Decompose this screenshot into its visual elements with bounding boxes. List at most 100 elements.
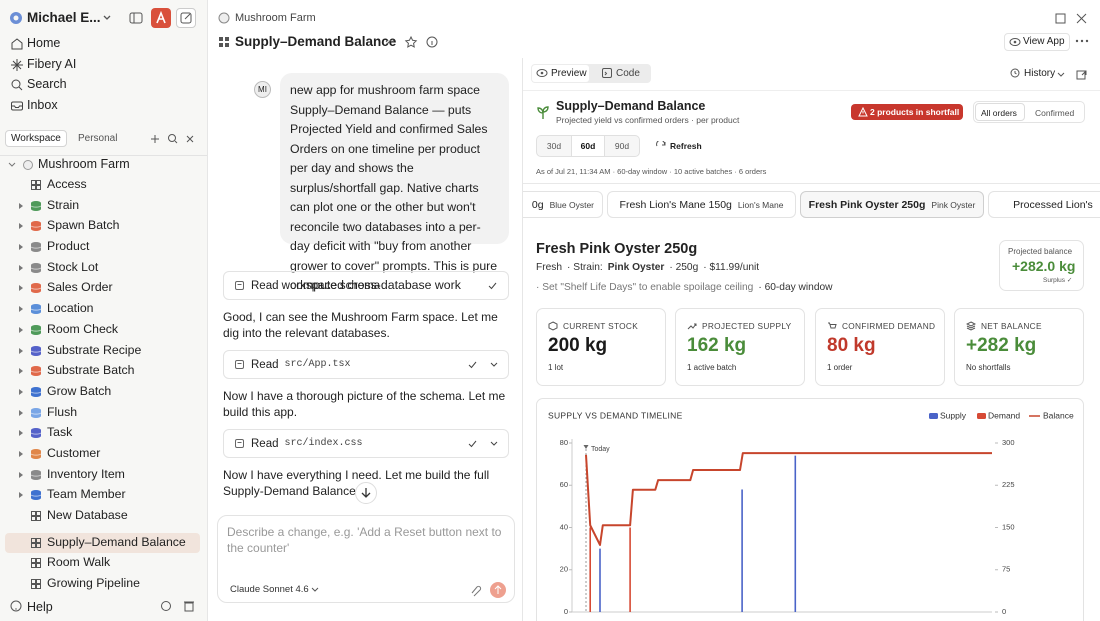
tree-caret bbox=[19, 223, 23, 230]
stat-sub: 1 active batch bbox=[687, 363, 737, 372]
tab[interactable]: Personal bbox=[78, 133, 118, 144]
legend-swatch bbox=[929, 413, 938, 419]
history-actions[interactable] bbox=[1057, 70, 1091, 80]
model-chevron[interactable] bbox=[311, 586, 319, 594]
nav-item[interactable]: Home bbox=[27, 36, 61, 50]
tree-item[interactable]: Stock Lot bbox=[47, 259, 99, 274]
more[interactable] bbox=[1075, 38, 1089, 44]
filter[interactable]: Confirmed bbox=[1035, 108, 1075, 118]
chat-steps: Read workspace schema Good, I can see the… bbox=[223, 271, 509, 508]
tool-call[interactable]: Read workspace schema bbox=[223, 271, 509, 300]
tree-item[interactable]: Team Member bbox=[47, 487, 126, 502]
range-option[interactable]: 30d bbox=[546, 141, 562, 151]
shortfall-text: 2 products in shortfall bbox=[870, 107, 960, 117]
tab[interactable]: Code bbox=[616, 68, 640, 79]
tree-caret bbox=[19, 326, 23, 333]
tree-item[interactable]: Growing Pipeline bbox=[47, 576, 140, 591]
tree-item[interactable]: Product bbox=[47, 239, 90, 254]
tool-call[interactable]: Read src/index.css bbox=[223, 429, 509, 458]
tree-item[interactable]: Supply–Demand Balance bbox=[47, 534, 186, 549]
product-tab[interactable]: Processed Lion's bbox=[988, 191, 1100, 218]
database-icon bbox=[30, 345, 42, 356]
workspace-chevron[interactable] bbox=[102, 13, 112, 23]
tree-caret bbox=[19, 285, 23, 292]
status-line: As of Jul 21, 11:34 AM · 60-day window ·… bbox=[536, 167, 767, 176]
tree-root[interactable]: Mushroom Farm bbox=[38, 157, 130, 171]
y2-tick-label: 300 bbox=[1002, 438, 1015, 447]
sidebar-toggle[interactable] bbox=[129, 11, 143, 25]
y-tick-label: 40 bbox=[560, 522, 568, 531]
tree-item[interactable]: Customer bbox=[47, 445, 101, 460]
tree-item[interactable]: Sales Order bbox=[47, 280, 113, 295]
selected-row bbox=[5, 532, 200, 553]
eye-icon bbox=[1009, 38, 1021, 46]
prompt-actions[interactable] bbox=[468, 582, 508, 598]
tree-item[interactable]: Substrate Batch bbox=[47, 363, 135, 378]
tree-item[interactable]: Task bbox=[47, 425, 73, 440]
new-page-button[interactable] bbox=[176, 8, 196, 28]
tree-caret bbox=[19, 409, 23, 416]
stat-sub: 1 order bbox=[827, 363, 853, 372]
tree-caret bbox=[19, 244, 23, 251]
view-app-button[interactable] bbox=[1004, 33, 1070, 51]
model-picker[interactable]: Claude Sonnet 4.6 bbox=[230, 584, 309, 595]
view-app[interactable]: View App bbox=[1023, 36, 1065, 47]
range-option[interactable]: 60d bbox=[580, 141, 596, 151]
tree-item[interactable]: Grow Batch bbox=[47, 383, 112, 398]
chart: SUPPLY VS DEMAND TIMELINE 0 20 40 60 80 0 75 150… bbox=[548, 410, 1074, 616]
ai-button[interactable] bbox=[151, 8, 171, 28]
prompt-placeholder[interactable]: Describe a change, e.g. 'Add a Reset but… bbox=[227, 525, 502, 555]
breadcrumb[interactable]: Mushroom Farm bbox=[235, 12, 316, 24]
help-icon[interactable] bbox=[10, 600, 22, 612]
product-strain: Pink Oyster bbox=[931, 199, 976, 210]
root-icon bbox=[8, 160, 33, 170]
tree-item[interactable]: Spawn Batch bbox=[47, 218, 120, 233]
tab[interactable]: Workspace bbox=[11, 133, 61, 144]
tree-item[interactable]: Substrate Recipe bbox=[47, 342, 142, 357]
scroll-down[interactable] bbox=[355, 482, 377, 504]
tool-name: Read bbox=[251, 358, 279, 371]
nav-item[interactable]: Fibery AI bbox=[27, 56, 77, 71]
chart-card bbox=[536, 398, 1084, 621]
window-actions[interactable] bbox=[1054, 12, 1090, 26]
workspace-icon bbox=[10, 12, 22, 24]
tree-item[interactable]: Strain bbox=[47, 197, 80, 212]
product-tab[interactable]: Fresh Pink Oyster 250g Pink Oyster bbox=[800, 191, 984, 218]
tool-call[interactable]: Read src/App.tsx bbox=[223, 350, 509, 379]
product-tab[interactable]: Fresh Lion's Mane 150g Lion's Mane bbox=[607, 191, 796, 218]
tree-item[interactable]: Flush bbox=[47, 404, 78, 419]
y-tick-label: 80 bbox=[560, 438, 568, 447]
range-option[interactable]: 90d bbox=[614, 141, 630, 151]
tree-actions[interactable] bbox=[148, 132, 200, 146]
tree-item[interactable]: Location bbox=[47, 301, 94, 316]
help[interactable]: Help bbox=[27, 600, 53, 614]
workspace-name[interactable]: Michael E... bbox=[27, 10, 101, 25]
refresh[interactable]: Refresh bbox=[670, 141, 702, 151]
tree-item[interactable]: Room Walk bbox=[47, 555, 111, 570]
tab[interactable]: Preview bbox=[551, 68, 587, 79]
tree-item[interactable]: Inventory Item bbox=[47, 466, 125, 481]
tree-caret bbox=[19, 471, 23, 478]
tree-caret bbox=[19, 264, 23, 271]
prompt-input[interactable] bbox=[217, 515, 515, 603]
product-tab[interactable]: 0g Blue Oyster bbox=[523, 191, 603, 218]
bar bbox=[794, 455, 797, 612]
tool-file: src/index.css bbox=[284, 438, 363, 449]
nav-item[interactable]: Search bbox=[27, 77, 67, 92]
footer-icons[interactable] bbox=[160, 600, 196, 612]
filter[interactable]: All orders bbox=[981, 108, 1017, 118]
title-actions[interactable] bbox=[384, 35, 440, 49]
tree-icon bbox=[31, 558, 41, 569]
stat-label: CONFIRMED DEMAND bbox=[842, 321, 936, 331]
assistant-text: Now I have everything I need. Let me bui… bbox=[223, 468, 490, 498]
nav-item[interactable]: Inbox bbox=[27, 98, 58, 113]
tree-icon bbox=[31, 537, 41, 548]
tree-item[interactable]: New Database bbox=[47, 508, 128, 523]
meta-item: · 60-day window bbox=[758, 282, 833, 293]
database-icon bbox=[30, 386, 42, 397]
tree-icon bbox=[31, 180, 41, 190]
tree-caret bbox=[19, 306, 23, 313]
history[interactable]: History bbox=[1024, 68, 1056, 79]
tree-item[interactable]: Access bbox=[47, 177, 87, 191]
tree-item[interactable]: Room Check bbox=[47, 321, 119, 336]
